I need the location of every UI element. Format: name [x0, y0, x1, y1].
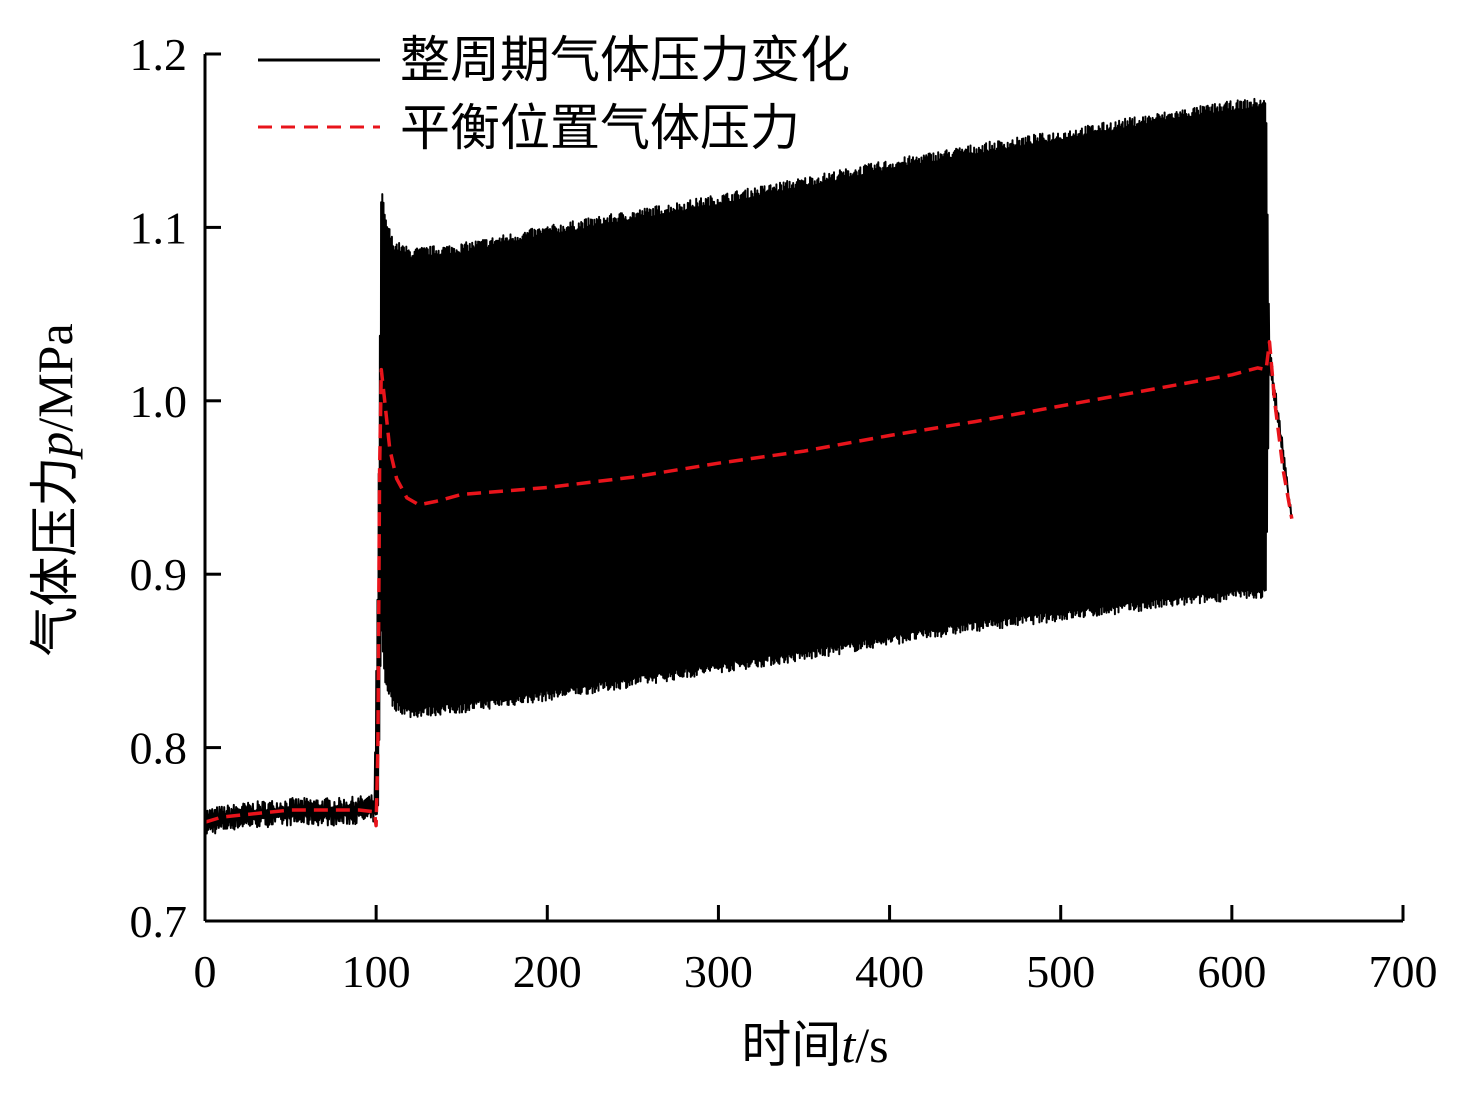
x-tick-label: 500 [1026, 946, 1095, 997]
y-tick-label: 0.9 [130, 549, 188, 600]
x-tick-label: 200 [513, 946, 582, 997]
y-tick-label: 1.2 [130, 29, 188, 80]
y-axis-label: 气体压力p/MPa [27, 323, 83, 656]
x-tick-label: 600 [1197, 946, 1266, 997]
legend-label-0: 整周期气体压力变化 [400, 32, 850, 88]
y-tick-label: 1.0 [130, 376, 188, 427]
x-tick-label: 400 [855, 946, 924, 997]
legend-label-1: 平衡位置气体压力 [400, 100, 800, 156]
y-tick-label: 0.7 [130, 896, 188, 947]
x-tick-label: 300 [684, 946, 753, 997]
y-tick-label: 1.1 [130, 202, 188, 253]
x-tick-label: 100 [342, 946, 411, 997]
axes: 0 100 200 300 400 500 600 700 0.7 0.8 0.9 1.0 1.1 1.2 [130, 29, 1438, 997]
plot-area [204, 97, 1294, 835]
series-line-whole-cycle [204, 97, 1293, 835]
x-axis-label: 时间t/s [741, 1017, 888, 1073]
x-tick-label: 700 [1369, 946, 1438, 997]
series-line-equilibrium [204, 340, 1294, 828]
x-tick-label: 0 [194, 946, 217, 997]
legend: 整周期气体压力变化 平衡位置气体压力 [258, 32, 850, 156]
y-tick-label: 0.8 [130, 723, 188, 774]
